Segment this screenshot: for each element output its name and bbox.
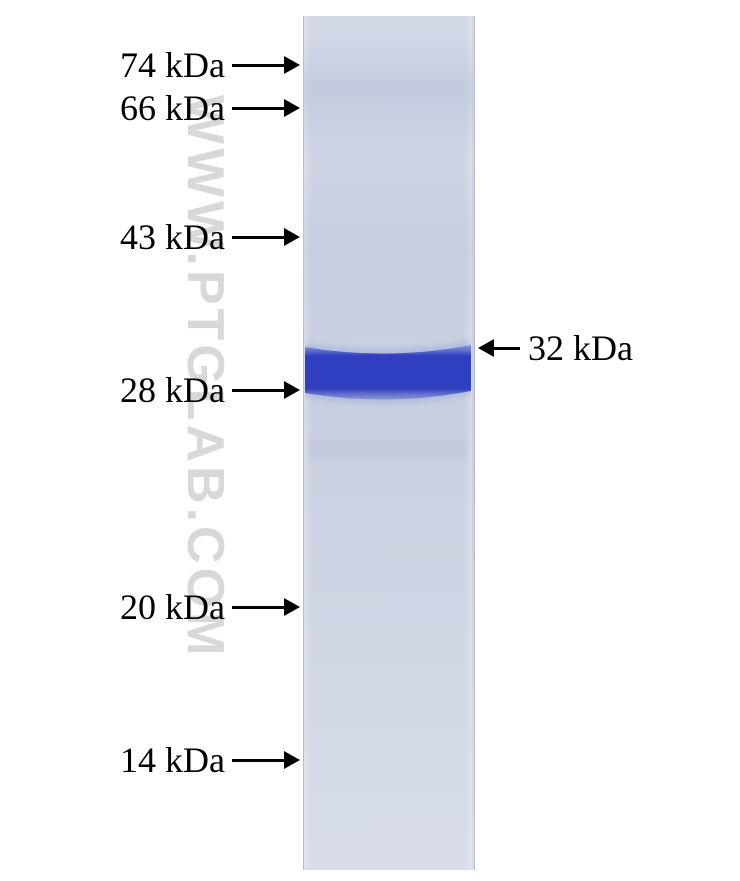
faint-band [309, 440, 467, 458]
ladder-label: 20 kDa [120, 586, 225, 628]
ladder-arrowhead-icon [284, 56, 300, 74]
ladder-arrow-icon [232, 606, 284, 609]
ladder-arrowhead-icon [284, 598, 300, 616]
target-arrow-icon [494, 347, 520, 350]
ladder-label: 43 kDa [120, 216, 225, 258]
lane-smear-mid [303, 160, 473, 340]
ladder-label: 74 kDa [120, 44, 225, 86]
ladder-label: 14 kDa [120, 739, 225, 781]
ladder-arrowhead-icon [284, 99, 300, 117]
ladder-arrowhead-icon [284, 228, 300, 246]
ladder-arrow-icon [232, 107, 284, 110]
ladder-label: 28 kDa [120, 369, 225, 411]
ladder-arrow-icon [232, 64, 284, 67]
ladder-arrowhead-icon [284, 381, 300, 399]
target-arrowhead-icon [478, 339, 494, 357]
ladder-arrowhead-icon [284, 751, 300, 769]
protein-band [305, 337, 471, 419]
lane-smear-top [303, 40, 473, 160]
ladder-arrow-icon [232, 236, 284, 239]
ladder-label: 66 kDa [120, 87, 225, 129]
ladder-arrow-icon [232, 389, 284, 392]
ladder-arrow-icon [232, 759, 284, 762]
target-band-label: 32 kDa [528, 327, 633, 369]
